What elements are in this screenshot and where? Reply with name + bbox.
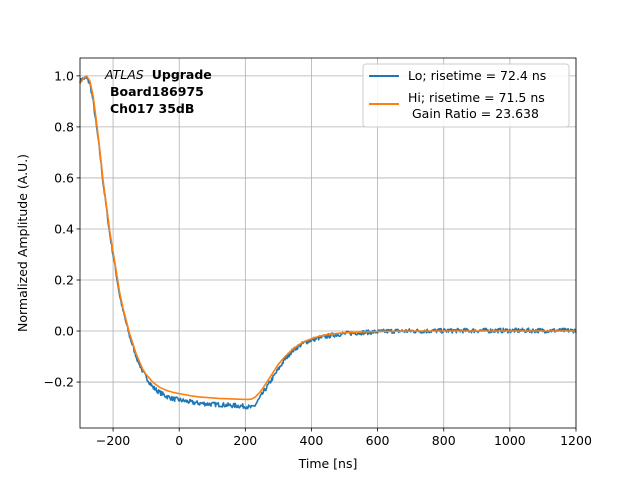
y-tick-label: 0.4	[54, 221, 74, 236]
annotation-bold: Upgrade	[152, 67, 212, 82]
legend-box	[362, 63, 570, 128]
y-tick-label: 0.6	[54, 170, 74, 185]
y-axis-label: Normalized Amplitude (A.U.)	[15, 154, 30, 332]
x-axis-label: Time [ns]	[298, 456, 358, 471]
annotation-line2: Board186975	[110, 84, 204, 99]
x-tick-label: 0	[175, 433, 183, 448]
x-tick-label: 800	[432, 433, 456, 448]
legend: Lo; risetime = 72.4 ns Hi; risetime = 71…	[362, 63, 570, 128]
annotation-line3: Ch017 35dB	[110, 101, 194, 116]
legend-label-hi: Hi; risetime = 71.5 ns	[408, 90, 545, 105]
series-lines	[79, 75, 577, 410]
ticks: −200 0 200 400 600 800 1000 1200 −0.2 0.0 0.2 0.4 0.…	[44, 68, 592, 448]
annotation: ATLAS Upgrade Board186975 Ch017 35dB	[104, 67, 212, 116]
legend-label-lo: Lo; risetime = 72.4 ns	[408, 68, 546, 83]
x-tick-label: 600	[366, 433, 390, 448]
y-tick-label: 0.2	[54, 273, 74, 288]
x-tick-label: 200	[233, 433, 257, 448]
x-tick-label: 1200	[560, 433, 592, 448]
plot-frame	[79, 57, 577, 429]
y-tick-label: −0.2	[44, 375, 74, 390]
y-tick-label: 0.0	[54, 324, 74, 339]
y-tick-label: 1.0	[54, 68, 74, 83]
series-line-1	[79, 75, 576, 401]
annotation-italic: ATLAS	[104, 67, 144, 82]
annotation-line1: ATLAS Upgrade	[104, 67, 212, 82]
legend-label-hi-ratio: Gain Ratio = 23.638	[412, 106, 539, 121]
x-tick-label: 1000	[494, 433, 526, 448]
y-tick-label: 0.8	[54, 119, 74, 134]
x-tick-label: 400	[300, 433, 324, 448]
x-tick-label: −200	[96, 433, 130, 448]
